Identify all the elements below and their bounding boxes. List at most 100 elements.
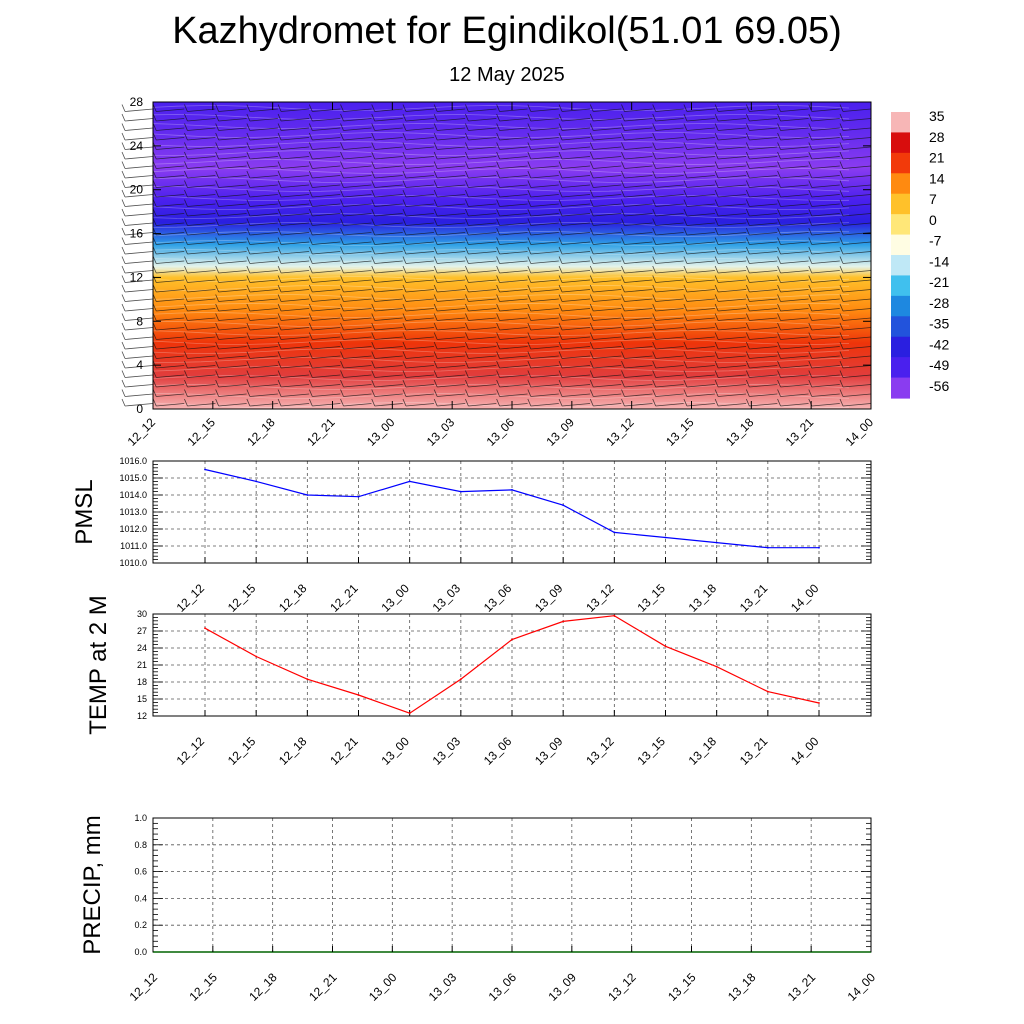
wind-barb: [593, 184, 622, 188]
wind-barb-flag: [558, 189, 563, 198]
wind-barb: [343, 289, 372, 293]
data-point: [511, 489, 513, 491]
wind-barb-flag: [215, 180, 220, 188]
wind-barb: [842, 270, 872, 274]
wind-barb: [343, 403, 372, 407]
wind-barb-flag: [308, 142, 313, 150]
wind-barb: [187, 203, 216, 207]
x-tick-label: 13_18: [686, 734, 720, 768]
data-point: [357, 694, 360, 696]
wind-barb-flag: [340, 227, 344, 236]
wind-barb: [842, 346, 872, 350]
wind-barb-flag: [465, 332, 469, 340]
wind-barb-flag: [558, 246, 563, 255]
wind-barb-flag: [745, 151, 750, 160]
wind-barb-flag: [777, 246, 781, 255]
wind-barb: [530, 327, 559, 331]
wind-barb: [562, 317, 591, 321]
colorbar-label: -14: [929, 253, 949, 269]
wind-barb: [249, 260, 278, 264]
y-tick-label: 0.6: [134, 867, 147, 877]
wind-barb: [811, 194, 840, 198]
wind-barb: [718, 365, 747, 369]
wind-barb: [374, 374, 403, 378]
wind-barb-flag: [433, 218, 438, 226]
wind-barb: [562, 384, 591, 388]
wind-barb: [811, 241, 840, 245]
colorbar-swatch: [891, 316, 910, 338]
wind-barb-flag: [246, 370, 251, 378]
wind-barb: [218, 289, 247, 293]
wind-barb-flag: [808, 218, 813, 226]
wind-barb-flag: [683, 360, 688, 369]
wind-barb-flag: [683, 237, 688, 245]
wind-barb-flag: [683, 398, 688, 407]
wind-barb-flag: [308, 351, 313, 359]
wind-barb-flag: [652, 161, 657, 169]
wind-barb-flag: [745, 360, 750, 369]
wind-barb-flag: [152, 351, 157, 359]
x-tick-label: 12_15: [184, 415, 218, 449]
wind-barb: [312, 165, 341, 169]
wind-barb: [124, 308, 154, 312]
wind-barb-flag: [402, 379, 407, 388]
wind-barb: [686, 251, 715, 255]
wind-barb: [343, 137, 372, 141]
y-tick-label: 12: [130, 270, 144, 284]
wind-barb: [343, 365, 372, 369]
wind-barb-flag: [808, 284, 813, 293]
wind-barb-flag: [621, 275, 625, 283]
wind-barb: [593, 156, 622, 160]
wind-barb-flag: [465, 189, 469, 198]
wind-barb-flag: [371, 218, 376, 226]
wind-barb-flag: [433, 180, 438, 188]
wind-barb-flag: [589, 398, 594, 407]
wind-barb-flag: [745, 303, 750, 312]
wind-barb-flag: [589, 246, 594, 255]
wind-barb: [655, 393, 684, 397]
wind-barb: [499, 156, 528, 160]
wind-barb-flag: [184, 360, 188, 369]
wind-barb-flag: [215, 208, 220, 217]
wind-barb-flag: [308, 379, 313, 388]
wind-barb: [718, 355, 747, 359]
wind-barb-flag: [121, 218, 126, 226]
wind-barb: [249, 393, 278, 397]
wind-barb-flag: [777, 208, 781, 217]
wind-barb-flag: [589, 341, 594, 350]
wind-barb-flag: [652, 113, 657, 122]
wind-barb-flag: [246, 341, 251, 350]
wind-barb: [405, 118, 434, 122]
x-tick-label: 12_18: [244, 415, 278, 449]
wind-barb: [468, 346, 497, 350]
wind-barb: [218, 393, 247, 397]
wind-barb: [218, 156, 247, 160]
wind-barb: [156, 213, 185, 217]
y-tick-label: 8: [136, 314, 143, 328]
wind-barb: [749, 184, 778, 188]
wind-barb-flag: [433, 265, 438, 274]
wind-barb: [124, 260, 154, 264]
wind-barb: [405, 127, 434, 131]
wind-barb: [437, 308, 466, 312]
wind-barb: [811, 365, 840, 369]
wind-barb: [780, 251, 809, 255]
wind-barb: [374, 365, 403, 369]
colorbar-swatch: [891, 112, 910, 134]
wind-barb-flag: [433, 332, 438, 340]
wind-barb: [499, 222, 528, 226]
wind-barb: [842, 279, 872, 283]
wind-barb-flag: [246, 208, 251, 217]
wind-barb-flag: [683, 161, 688, 169]
wind-barb: [343, 336, 372, 340]
wind-barb: [437, 175, 466, 179]
wind-barb: [842, 317, 872, 321]
wind-barb: [749, 213, 778, 217]
wind-barb: [249, 222, 278, 226]
wind-barb: [718, 251, 747, 255]
wind-barb-flag: [683, 294, 688, 302]
wind-barb-flag: [465, 370, 469, 378]
wind-barb-flag: [683, 218, 688, 226]
wind-barb: [842, 184, 872, 188]
wind-barb: [405, 355, 434, 359]
